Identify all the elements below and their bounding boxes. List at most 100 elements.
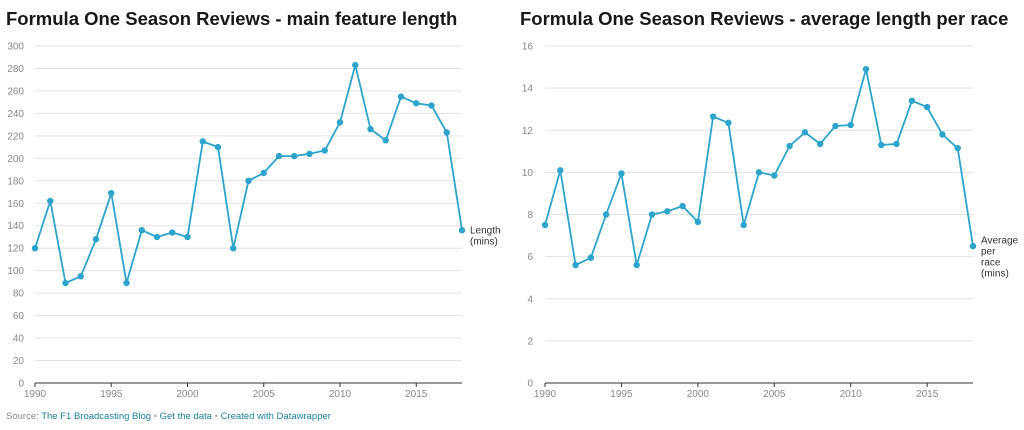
y-tick-label: 10 xyxy=(522,168,534,179)
x-tick-label: 2005 xyxy=(253,389,276,400)
data-point xyxy=(260,169,267,177)
data-point xyxy=(62,279,69,287)
data-point xyxy=(199,138,206,145)
y-tick-label: 140 xyxy=(7,221,24,232)
data-point xyxy=(816,140,824,148)
chart-footer: Source: The F1 Broadcasting Blog • Get t… xyxy=(6,411,331,422)
series-end-label: Length (mins) xyxy=(470,226,501,248)
x-tick-label: 2010 xyxy=(840,389,863,400)
data-point xyxy=(108,189,115,197)
series-end-label-line: Length xyxy=(470,226,501,237)
y-tick-label: 220 xyxy=(7,131,24,142)
data-point xyxy=(291,152,298,160)
y-tick-label: 12 xyxy=(522,126,534,137)
data-point xyxy=(694,218,702,226)
y-tick-label: 8 xyxy=(527,210,533,221)
data-point xyxy=(557,167,564,174)
data-point xyxy=(725,119,732,127)
series-line xyxy=(544,68,974,266)
y-tick-label: 260 xyxy=(7,86,24,97)
x-tick-label: 1990 xyxy=(534,389,557,400)
data-point xyxy=(214,143,222,151)
data-point xyxy=(31,245,39,252)
data-point xyxy=(47,197,54,205)
x-tick-label: 2010 xyxy=(329,389,352,400)
data-point xyxy=(413,100,420,107)
data-point xyxy=(352,61,359,69)
x-tick-label: 1990 xyxy=(24,389,47,400)
data-point xyxy=(969,242,977,250)
data-point xyxy=(443,129,450,136)
footer-separator: • xyxy=(214,411,218,422)
data-point xyxy=(184,233,191,241)
y-tick-label: 14 xyxy=(522,84,534,95)
data-point xyxy=(878,141,885,149)
data-point xyxy=(77,273,84,280)
y-tick-label: 16 xyxy=(522,42,534,53)
y-tick-label: 280 xyxy=(7,64,24,75)
y-tick-label: 80 xyxy=(13,289,25,300)
data-point xyxy=(755,169,763,176)
data-point xyxy=(245,177,252,184)
y-tick-label: 2 xyxy=(527,336,533,347)
y-tick-label: 60 xyxy=(13,311,25,322)
datawrapper-link[interactable]: Created with Datawrapper xyxy=(220,411,331,422)
data-point xyxy=(230,245,237,252)
x-tick-label: 2000 xyxy=(687,389,710,400)
data-point xyxy=(602,211,610,218)
data-point xyxy=(367,125,374,133)
y-tick-label: 0 xyxy=(18,379,24,390)
get-the-data-link[interactable]: Get the data xyxy=(159,411,212,422)
data-point xyxy=(801,129,809,136)
data-point xyxy=(153,233,161,241)
data-point xyxy=(397,93,405,100)
data-point xyxy=(862,65,870,73)
y-tick-label: 200 xyxy=(7,154,24,165)
data-point xyxy=(587,254,595,261)
y-tick-label: 40 xyxy=(13,334,25,345)
y-tick-label: 240 xyxy=(7,109,24,120)
data-point xyxy=(709,113,717,120)
x-tick-label: 2015 xyxy=(916,389,939,400)
data-point xyxy=(92,236,100,243)
data-point xyxy=(923,103,931,111)
y-tick-label: 180 xyxy=(7,176,24,187)
series-end-label-line: (mins) xyxy=(470,237,498,248)
data-point xyxy=(123,279,130,287)
y-tick-label: 100 xyxy=(7,266,24,277)
series-end-label-line: Average xyxy=(981,236,1019,247)
data-point xyxy=(786,142,793,150)
data-point xyxy=(847,121,854,129)
data-point xyxy=(771,172,778,179)
data-point xyxy=(138,227,145,234)
data-point xyxy=(648,211,656,218)
y-tick-label: 160 xyxy=(7,199,24,210)
data-point xyxy=(939,131,946,138)
data-point xyxy=(740,221,747,229)
data-point xyxy=(832,122,839,130)
source-link[interactable]: The F1 Broadcasting Blog xyxy=(41,411,152,422)
source-prefix: Source: xyxy=(6,411,39,422)
y-tick-label: 120 xyxy=(7,244,24,255)
y-tick-label: 6 xyxy=(527,252,533,263)
series-end-label: Average per race (mins) xyxy=(981,236,1019,280)
x-tick-label: 2015 xyxy=(405,389,428,400)
y-tick-label: 4 xyxy=(527,294,533,305)
x-tick-label: 1995 xyxy=(610,389,633,400)
x-tick-label: 2000 xyxy=(176,389,199,400)
data-point xyxy=(336,119,344,126)
data-point xyxy=(458,227,466,234)
data-point xyxy=(321,147,328,154)
series-end-label-line: per xyxy=(981,247,996,258)
y-tick-label: 20 xyxy=(13,356,25,367)
x-tick-label: 1995 xyxy=(100,389,123,400)
data-point xyxy=(954,144,961,152)
data-point xyxy=(169,229,176,236)
x-tick-label: 2005 xyxy=(763,389,786,400)
chart-title-feature-length: Formula One Season Reviews - main featur… xyxy=(6,8,458,29)
data-point xyxy=(908,97,916,104)
chart-title-average-per-race: Formula One Season Reviews - average len… xyxy=(520,8,1009,29)
data-point xyxy=(893,140,900,148)
